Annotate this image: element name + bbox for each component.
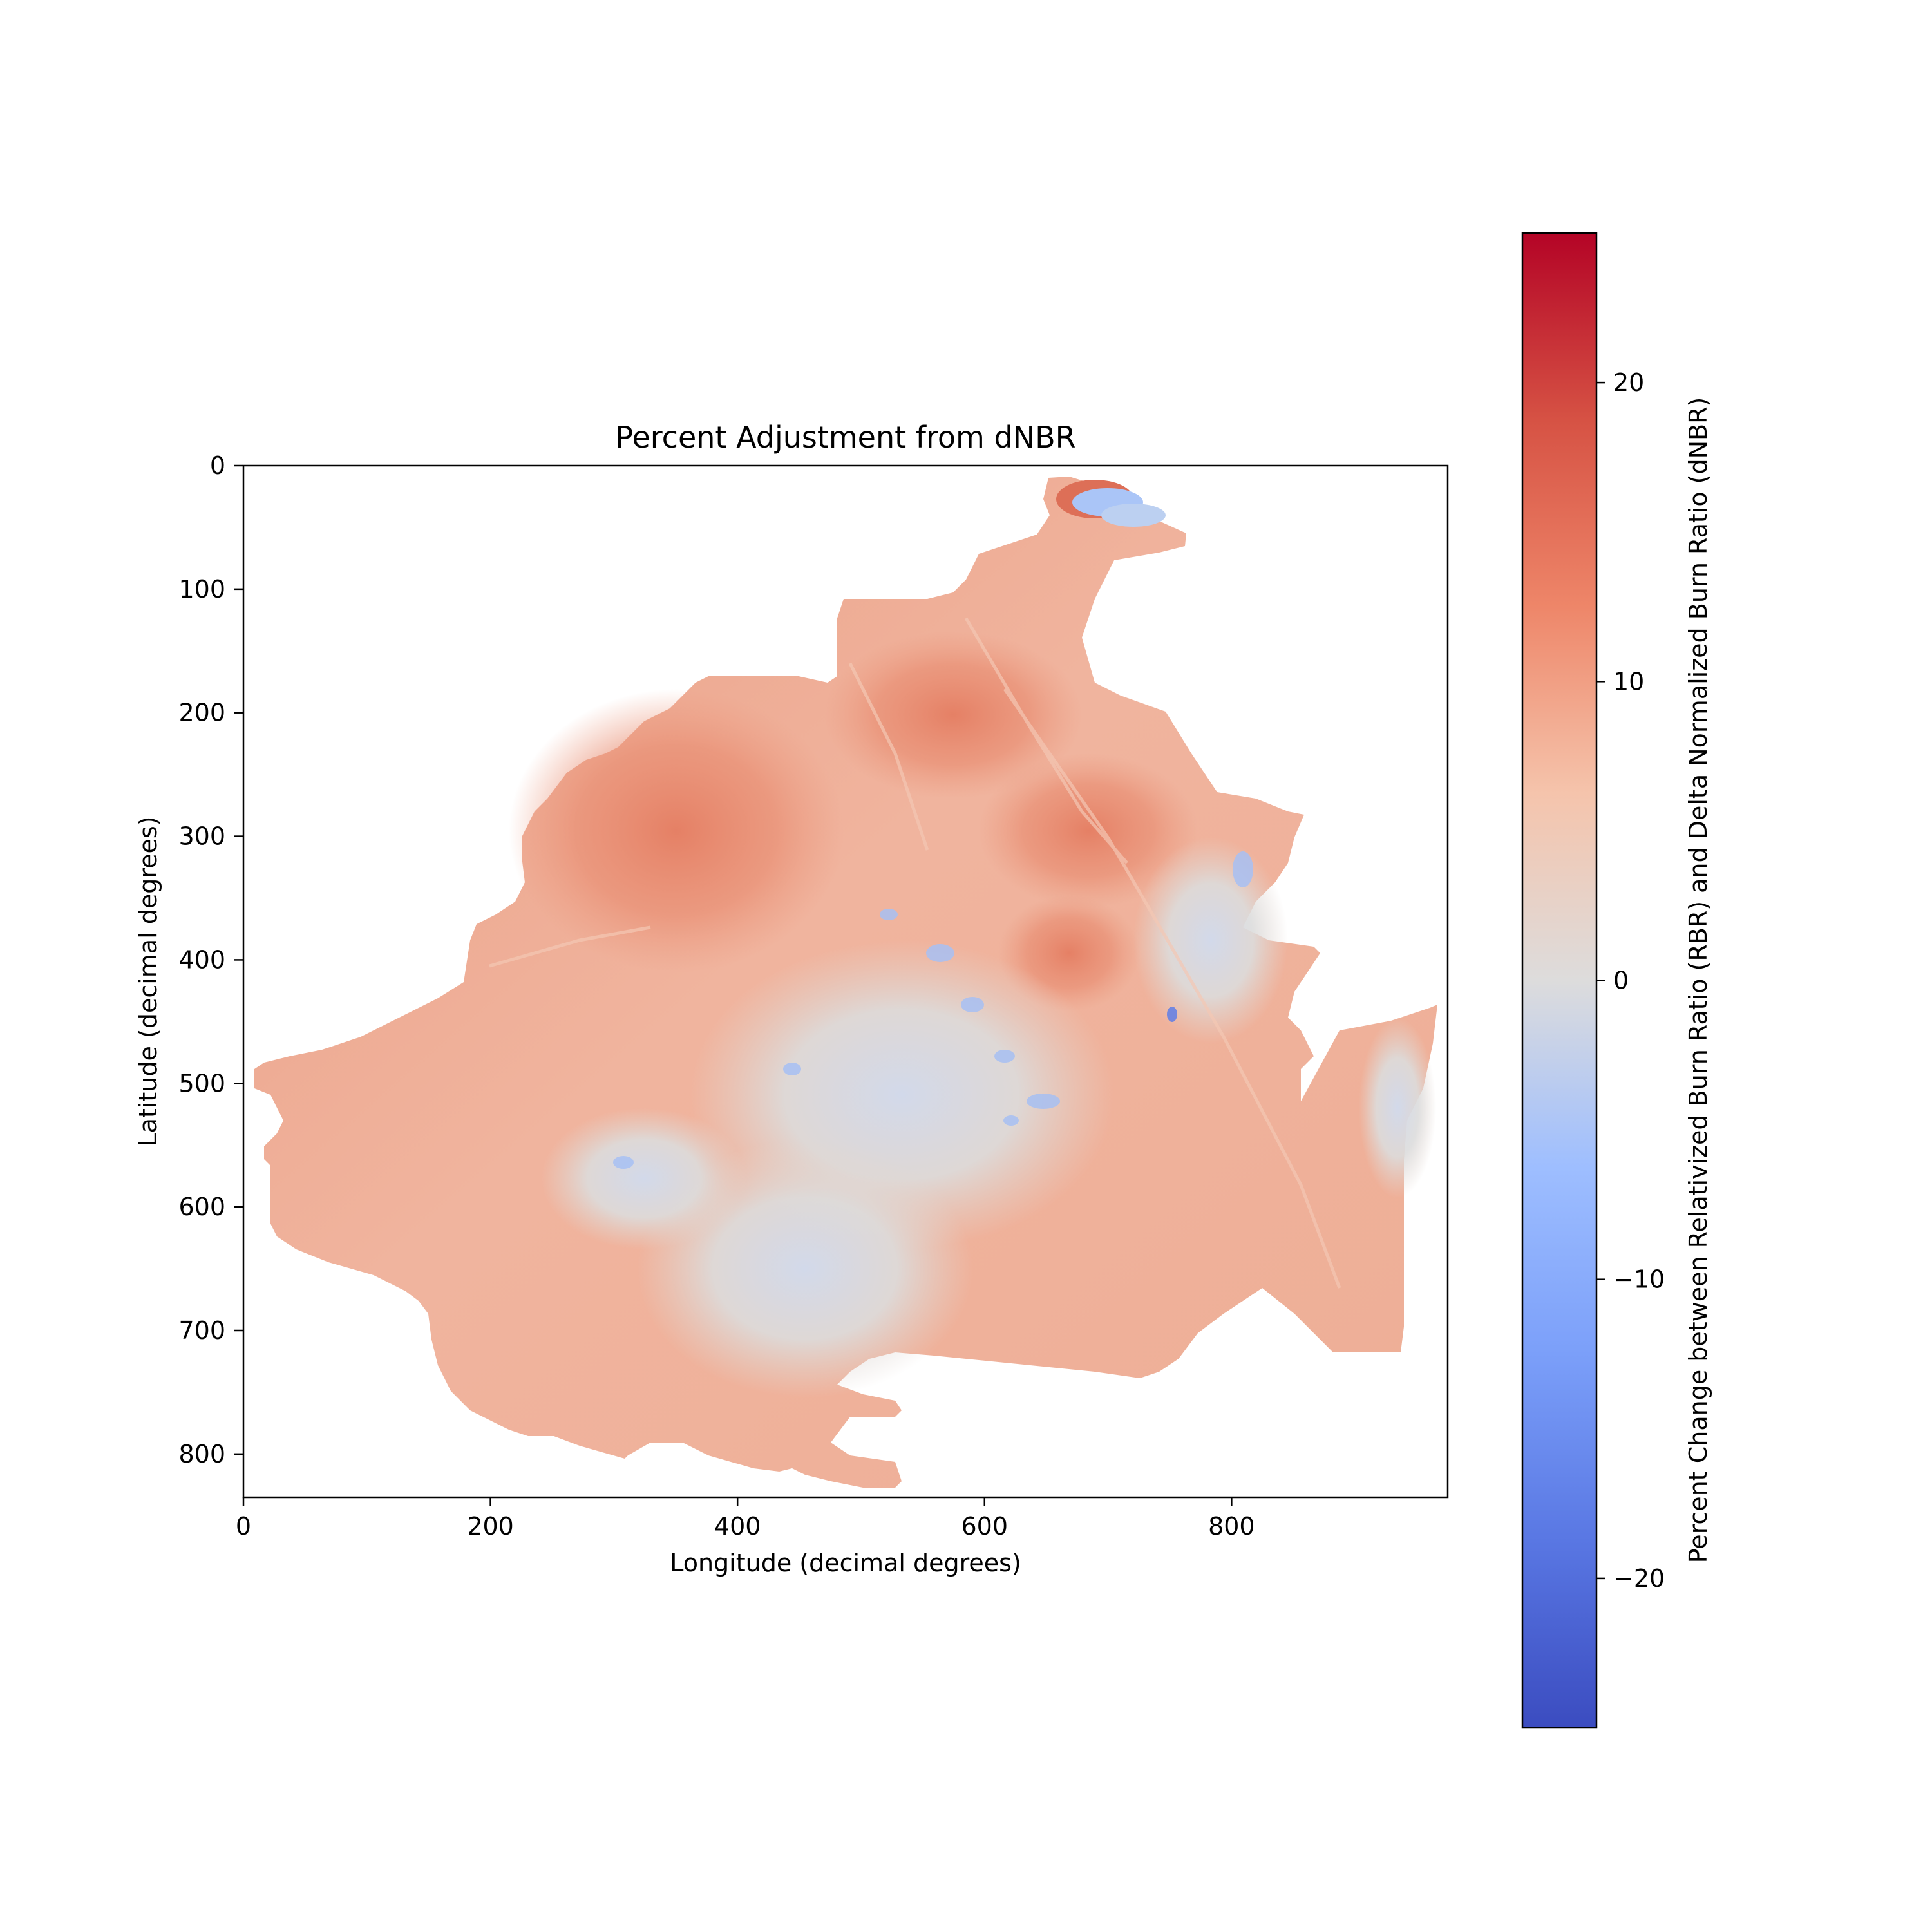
y-tick-label: 100 <box>178 575 225 603</box>
heatmap-raster <box>254 477 1437 1488</box>
y-tick-label: 400 <box>178 945 225 974</box>
y-tick-label: 200 <box>178 699 225 727</box>
x-axis-label: Longitude (decimal degrees) <box>670 1549 1021 1577</box>
y-tick-label: 700 <box>178 1316 225 1345</box>
negative-patches <box>613 851 1253 1169</box>
colorbar-tick-label: −10 <box>1613 1265 1665 1294</box>
colorbar-tick-label: 10 <box>1613 667 1644 696</box>
y-tick-label: 800 <box>178 1440 225 1468</box>
colorbar-tick-label: −20 <box>1613 1564 1665 1593</box>
warm-zone-northwest <box>509 631 1198 1011</box>
x-tick-label: 600 <box>961 1512 1009 1540</box>
colorbar-tick-label: 20 <box>1613 368 1644 397</box>
x-axis: 0 200 400 600 800 <box>236 1497 1255 1540</box>
x-tick-label: 0 <box>236 1512 251 1540</box>
y-tick-label: 300 <box>178 822 225 851</box>
y-axis: 0 100 200 300 400 500 600 700 800 <box>178 451 243 1468</box>
y-tick-label: 600 <box>178 1193 225 1221</box>
x-tick-label: 200 <box>467 1512 514 1540</box>
x-tick-label: 800 <box>1208 1512 1255 1540</box>
y-tick-label: 500 <box>178 1069 225 1097</box>
x-tick-label: 400 <box>714 1512 761 1540</box>
colorbar-tick-label: 0 <box>1613 967 1629 995</box>
colorbar: 20 10 0 −10 −20 Percent Change between Relat… <box>1521 232 1712 1729</box>
northern-tip <box>1056 480 1166 527</box>
colorbar-ticks: 20 10 0 −10 −20 <box>1596 368 1665 1593</box>
colorbar-gradient <box>1521 232 1598 1729</box>
colorbar-label: Percent Change between Relativized Burn … <box>1684 397 1712 1564</box>
plot-frame <box>242 464 1449 1499</box>
y-axis-label: Latitude (decimal degrees) <box>134 817 162 1147</box>
y-tick-label: 0 <box>210 451 225 480</box>
chart-title: Percent Adjustment from dNBR <box>615 420 1075 455</box>
cool-zone-central <box>541 837 1436 1397</box>
linear-streaks <box>489 617 1341 1289</box>
